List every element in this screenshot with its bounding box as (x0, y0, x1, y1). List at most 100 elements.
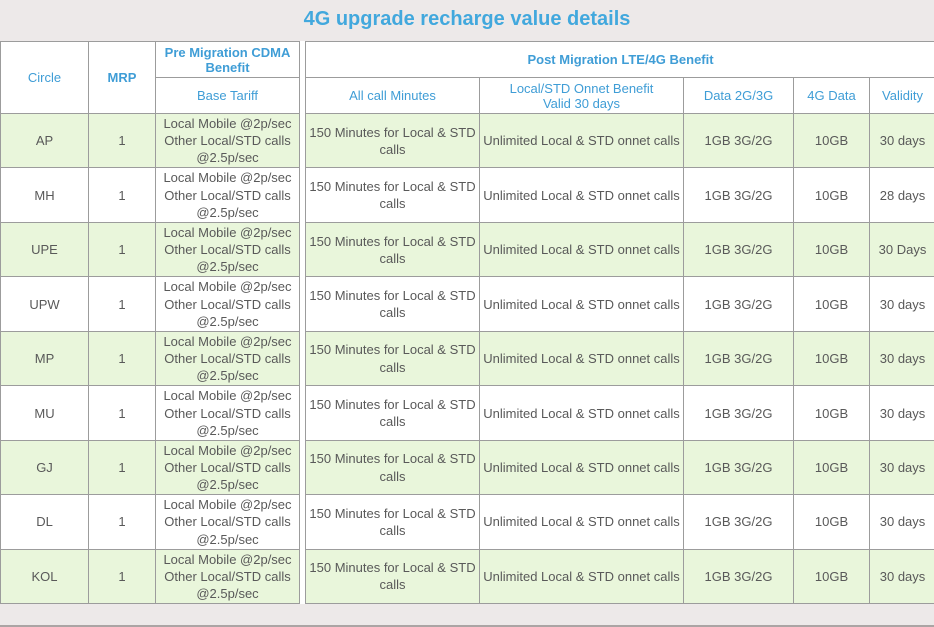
mrp-cell: 1 (88, 221, 156, 278)
data-2g3g-cell: 1GB 3G/2G (683, 385, 794, 441)
all-call-minutes-cell: 150 Minutes for Local & STD calls (305, 494, 480, 550)
base-tariff-cell: Local Mobile @2p/sec Other Local/STD cal… (155, 167, 300, 223)
page-title: 4G upgrade recharge value details (303, 8, 631, 30)
table-row: 150 Minutes for Local & STD calls Unlimi… (305, 112, 934, 169)
4g-data-cell: 10GB (793, 494, 870, 550)
data-2g3g-cell: 1GB 3G/2G (683, 494, 794, 550)
post-migration-table: Post Migration LTE/4G Benefit All call M… (304, 41, 934, 605)
onnet-benefit-cell: Unlimited Local & STD onnet calls (479, 112, 684, 169)
pre-migration-table-header: Circle MRP Pre Migration CDMA Benefit Ba… (0, 41, 300, 114)
table-row: DL 1 Local Mobile @2p/sec Other Local/ST… (0, 494, 300, 550)
onnet-benefit-cell: Unlimited Local & STD onnet calls (479, 221, 684, 278)
onnet-benefit-cell: Unlimited Local & STD onnet calls (479, 276, 684, 332)
left-table-body: AP 1 Local Mobile @2p/sec Other Local/ST… (0, 112, 300, 605)
onnet-benefit-cell: Unlimited Local & STD onnet calls (479, 494, 684, 550)
data-2g3g-cell: 1GB 3G/2G (683, 276, 794, 332)
all-call-minutes-cell: 150 Minutes for Local & STD calls (305, 112, 480, 169)
all-call-minutes-cell: 150 Minutes for Local & STD calls (305, 385, 480, 441)
base-tariff-cell: Local Mobile @2p/sec Other Local/STD cal… (155, 330, 300, 387)
onnet-benefit-cell: Unlimited Local & STD onnet calls (479, 439, 684, 496)
mrp-cell: 1 (88, 167, 156, 223)
validity-cell: 30 days (868, 330, 934, 387)
table-row: UPE 1 Local Mobile @2p/sec Other Local/S… (0, 221, 300, 278)
onnet-benefit-header-line2: Valid 30 days (542, 95, 621, 111)
all-call-minutes-cell: 150 Minutes for Local & STD calls (305, 330, 480, 387)
data-2g3g-cell: 1GB 3G/2G (683, 439, 794, 496)
all-call-minutes-column-header: All call Minutes (305, 77, 480, 114)
4g-data-cell: 10GB (793, 221, 870, 278)
table-row: AP 1 Local Mobile @2p/sec Other Local/ST… (0, 112, 300, 169)
data-2g3g-cell: 1GB 3G/2G (683, 548, 794, 605)
validity-cell: 30 days (868, 548, 934, 605)
circle-cell: DL (0, 494, 89, 550)
data-2g3g-column-header: Data 2G/3G (683, 77, 794, 114)
circle-column-header: Circle (0, 41, 89, 114)
mrp-cell: 1 (88, 385, 156, 441)
pre-migration-group-header: Pre Migration CDMA Benefit (155, 41, 300, 78)
validity-cell: 30 days (868, 439, 934, 496)
all-call-minutes-cell: 150 Minutes for Local & STD calls (305, 276, 480, 332)
validity-cell: 30 days (868, 494, 934, 550)
mrp-cell: 1 (88, 439, 156, 496)
post-migration-table-header: Post Migration LTE/4G Benefit All call M… (304, 41, 934, 114)
base-tariff-cell: Local Mobile @2p/sec Other Local/STD cal… (155, 439, 300, 496)
table-row: 150 Minutes for Local & STD calls Unlimi… (305, 548, 934, 605)
onnet-benefit-column-header: Local/STD Onnet Benefit Valid 30 days (479, 77, 684, 114)
data-2g3g-cell: 1GB 3G/2G (683, 167, 794, 223)
table-row: 150 Minutes for Local & STD calls Unlimi… (305, 221, 934, 278)
circle-cell: MU (0, 385, 89, 441)
validity-column-header: Validity (868, 77, 934, 114)
mrp-cell: 1 (88, 330, 156, 387)
mrp-cell: 1 (88, 276, 156, 332)
data-2g3g-cell: 1GB 3G/2G (683, 221, 794, 278)
onnet-benefit-cell: Unlimited Local & STD onnet calls (479, 385, 684, 441)
table-row: KOL 1 Local Mobile @2p/sec Other Local/S… (0, 548, 300, 605)
4g-data-cell: 10GB (793, 276, 870, 332)
data-2g3g-cell: 1GB 3G/2G (683, 112, 794, 169)
mrp-column-header: MRP (88, 41, 156, 114)
onnet-benefit-header-line1: Local/STD Onnet Benefit (509, 80, 654, 96)
tables-container: Circle MRP Pre Migration CDMA Benefit Ba… (0, 41, 934, 605)
table-row: GJ 1 Local Mobile @2p/sec Other Local/ST… (0, 439, 300, 496)
base-tariff-cell: Local Mobile @2p/sec Other Local/STD cal… (155, 548, 300, 605)
4g-data-cell: 10GB (793, 330, 870, 387)
mrp-cell: 1 (88, 112, 156, 169)
mrp-cell: 1 (88, 548, 156, 605)
4g-data-cell: 10GB (793, 167, 870, 223)
4g-data-cell: 10GB (793, 439, 870, 496)
4g-data-column-header: 4G Data (793, 77, 870, 114)
table-row: MP 1 Local Mobile @2p/sec Other Local/ST… (0, 330, 300, 387)
base-tariff-column-header: Base Tariff (155, 77, 300, 114)
4g-data-cell: 10GB (793, 548, 870, 605)
table-row: 150 Minutes for Local & STD calls Unlimi… (305, 439, 934, 496)
onnet-benefit-cell: Unlimited Local & STD onnet calls (479, 548, 684, 605)
validity-cell: 30 Days (868, 221, 934, 278)
validity-cell: 30 days (868, 385, 934, 441)
validity-cell: 30 days (868, 276, 934, 332)
validity-cell: 30 days (868, 112, 934, 169)
right-table-body: 150 Minutes for Local & STD calls Unlimi… (305, 112, 934, 605)
circle-cell: UPW (0, 276, 89, 332)
base-tariff-cell: Local Mobile @2p/sec Other Local/STD cal… (155, 385, 300, 441)
base-tariff-cell: Local Mobile @2p/sec Other Local/STD cal… (155, 221, 300, 278)
base-tariff-cell: Local Mobile @2p/sec Other Local/STD cal… (155, 494, 300, 550)
all-call-minutes-cell: 150 Minutes for Local & STD calls (305, 548, 480, 605)
table-row: MU 1 Local Mobile @2p/sec Other Local/ST… (0, 385, 300, 441)
pre-migration-table: Circle MRP Pre Migration CDMA Benefit Ba… (0, 41, 300, 605)
onnet-benefit-cell: Unlimited Local & STD onnet calls (479, 330, 684, 387)
post-migration-group-header: Post Migration LTE/4G Benefit (304, 41, 934, 78)
onnet-benefit-cell: Unlimited Local & STD onnet calls (479, 167, 684, 223)
circle-cell: MP (0, 330, 89, 387)
table-row: 150 Minutes for Local & STD calls Unlimi… (305, 167, 934, 223)
table-row: 150 Minutes for Local & STD calls Unlimi… (305, 385, 934, 441)
4g-data-cell: 10GB (793, 112, 870, 169)
all-call-minutes-cell: 150 Minutes for Local & STD calls (305, 439, 480, 496)
circle-cell: UPE (0, 221, 89, 278)
table-row: UPW 1 Local Mobile @2p/sec Other Local/S… (0, 276, 300, 332)
table-row: 150 Minutes for Local & STD calls Unlimi… (305, 276, 934, 332)
table-row: 150 Minutes for Local & STD calls Unlimi… (305, 330, 934, 387)
circle-cell: MH (0, 167, 89, 223)
circle-cell: KOL (0, 548, 89, 605)
table-row: MH 1 Local Mobile @2p/sec Other Local/ST… (0, 167, 300, 223)
